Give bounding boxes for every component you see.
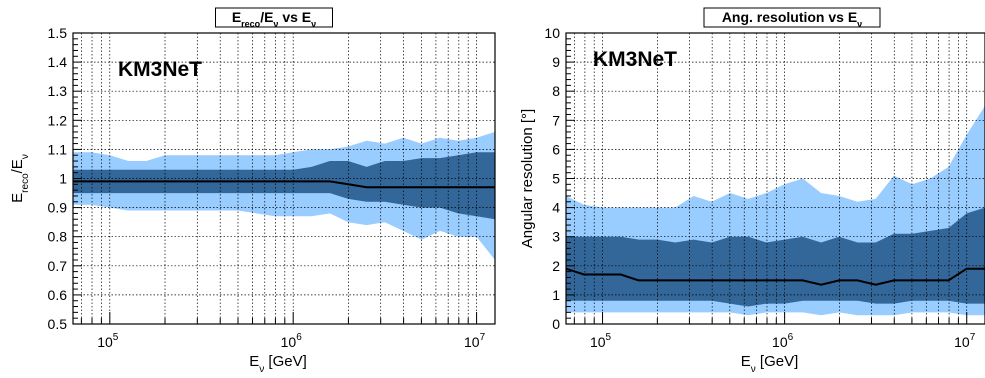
y-tick-label: 6 bbox=[552, 141, 560, 157]
x-axis-title: Eν [GeV] bbox=[741, 353, 799, 375]
grid bbox=[566, 33, 985, 324]
median-line bbox=[73, 180, 495, 189]
y-tick-label: 1.2 bbox=[48, 112, 68, 128]
inner-band bbox=[566, 207, 985, 307]
y-tick-label: 10 bbox=[544, 25, 560, 41]
panel-title: Ang. resolution vs Eν bbox=[703, 7, 881, 29]
inner-band bbox=[73, 152, 495, 220]
y-tick-label: 4 bbox=[552, 200, 560, 216]
x-axis-title: Eν [GeV] bbox=[249, 353, 307, 375]
grid bbox=[73, 33, 495, 324]
x-tick-label: 105 bbox=[590, 332, 612, 350]
x-tick-label: 105 bbox=[97, 332, 119, 350]
title-text: Ereco/Eν vs Eν bbox=[232, 9, 316, 29]
y-tick-label: 0.8 bbox=[48, 229, 68, 245]
y-tick-label: 0.6 bbox=[48, 287, 68, 303]
y-tick-label: 1.1 bbox=[48, 141, 68, 157]
y-tick-label: 1.3 bbox=[48, 83, 68, 99]
y-tick-label: 0.9 bbox=[48, 200, 68, 216]
title-text: Ang. resolution vs Eν bbox=[722, 9, 862, 29]
angular-resolution-panel: 0 1 2 3 4 5 6 7 8 9 10 105 106 107 Ang. resolution vs … bbox=[519, 7, 985, 375]
y-tick-label: 1.4 bbox=[48, 54, 68, 70]
y-tick-label: 3 bbox=[552, 229, 560, 245]
title-box bbox=[703, 7, 881, 28]
y-tick-label: 7 bbox=[552, 112, 560, 128]
title-box bbox=[215, 7, 333, 28]
y-axis-title: Angular resolution [°] bbox=[519, 109, 536, 248]
energy-reco-panel: 0.5 0.6 0.7 0.8 0.9 1 1.1 1.2 1.3 1.4 1.5 105 106 107… bbox=[9, 7, 496, 375]
x-tick-label: 107 bbox=[954, 332, 976, 350]
median-line bbox=[565, 267, 985, 286]
km3net-label: KM3NeT bbox=[593, 48, 677, 71]
y-tick-label: 2 bbox=[552, 258, 560, 274]
x-tick-label: 107 bbox=[464, 332, 486, 350]
y-axis-title: Ereco/Eν bbox=[9, 154, 31, 203]
y-tick-label: 1.5 bbox=[48, 25, 68, 41]
y-tick-label: 5 bbox=[552, 171, 560, 187]
panel-title: Ereco/Eν vs Eν bbox=[215, 7, 333, 29]
y-tick-label: 0.7 bbox=[48, 258, 68, 274]
y-tick-label: 0.5 bbox=[48, 316, 68, 332]
y-tick-label: 9 bbox=[552, 54, 560, 70]
y-tick-label: 1 bbox=[59, 171, 67, 187]
y-tick-label: 1 bbox=[552, 287, 560, 303]
y-tick-label: 8 bbox=[552, 83, 560, 99]
x-tick-label: 106 bbox=[772, 332, 794, 350]
y-tick-label: 0 bbox=[552, 316, 560, 332]
km3net-label: KM3NeT bbox=[118, 58, 202, 81]
x-tick-label: 106 bbox=[281, 332, 303, 350]
